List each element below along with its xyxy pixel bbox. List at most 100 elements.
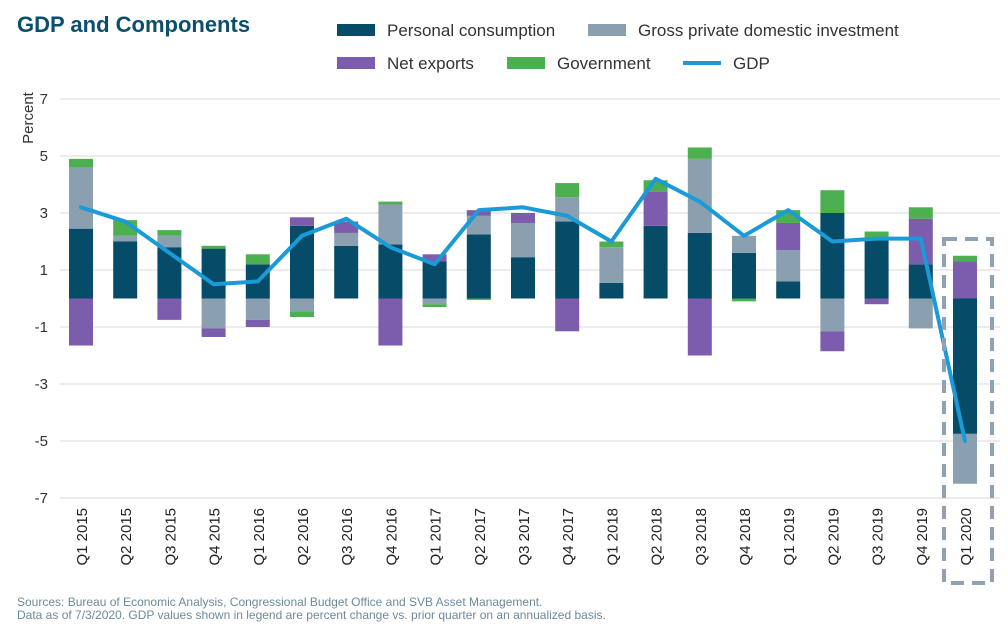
y-tick-label: -3 [35, 376, 48, 393]
gdp-line [79, 176, 967, 443]
gdp-line-layer [79, 176, 967, 443]
bar-government [687, 147, 712, 159]
bar-government [69, 158, 93, 168]
bar-gross-private-domestic-investment [245, 298, 270, 320]
bar-personal-consumption [687, 232, 712, 299]
bar-net-exports [334, 221, 359, 233]
bar-personal-consumption [422, 261, 447, 299]
bar-net-exports [687, 298, 712, 356]
x-tick-label: Q2 2017 [472, 508, 489, 566]
bar-personal-consumption [776, 281, 801, 299]
bar-government [864, 231, 889, 241]
bar-personal-consumption [643, 225, 668, 299]
bar-personal-consumption [732, 252, 756, 299]
bar-net-exports [422, 254, 447, 262]
bar-personal-consumption [69, 228, 93, 299]
x-tick-label: Q2 2019 [825, 508, 842, 566]
bar-net-exports [157, 298, 182, 320]
x-tick-label: Q3 2018 [693, 508, 710, 566]
bar-net-exports [864, 298, 889, 305]
bar-gross-private-domestic-investment [599, 247, 624, 283]
y-tick-labels: 7 5 3 1 -1 -3 -5 -7 [35, 91, 48, 507]
bar-personal-consumption [511, 257, 535, 299]
legend-swatch-government [507, 57, 545, 69]
bar-government [953, 255, 977, 262]
legend-label: Gross private domestic investment [638, 21, 899, 40]
bar-gross-private-domestic-investment [378, 204, 403, 245]
bar-government [201, 245, 226, 249]
y-tick-label: -1 [35, 319, 48, 336]
bar-gross-private-domestic-investment [776, 250, 801, 282]
legend-label: Government [557, 54, 651, 73]
bar-personal-consumption [201, 248, 226, 299]
bar-net-exports [776, 222, 801, 251]
bar-government [378, 201, 403, 205]
bar-personal-consumption [555, 221, 580, 299]
x-tick-label: Q2 2016 [295, 508, 312, 566]
bar-net-exports [69, 298, 93, 346]
bar-net-exports [290, 217, 314, 226]
x-tick-label: Q2 2015 [118, 508, 135, 566]
chart-title: GDP and Components [17, 12, 251, 37]
bar-gross-private-domestic-investment [820, 298, 845, 332]
bar-government [157, 230, 182, 236]
x-tick-label: Q4 2017 [560, 508, 577, 566]
bar-personal-consumption [599, 282, 624, 299]
bar-personal-consumption [820, 213, 845, 299]
bar-government [555, 183, 580, 198]
bar-personal-consumption [378, 244, 403, 299]
x-tick-label: Q3 2017 [516, 508, 533, 566]
bar-net-exports [511, 213, 535, 223]
bar-government [422, 304, 447, 308]
x-tick-label: Q4 2016 [383, 508, 400, 566]
bar-personal-consumption [157, 247, 182, 299]
legend-swatch-gross-private-domestic-investment [588, 24, 626, 36]
bar-government [290, 311, 314, 318]
y-tick-label: 7 [40, 91, 48, 108]
x-tick-label: Q1 2015 [74, 508, 91, 566]
x-tick-label: Q1 2017 [428, 508, 445, 566]
y-tick-label: 1 [40, 262, 48, 279]
bar-gross-private-domestic-investment [69, 167, 93, 229]
bar-personal-consumption [466, 234, 491, 299]
bar-gross-private-domestic-investment [422, 298, 447, 305]
bar-government [245, 254, 270, 265]
sources-note: Sources: Bureau of Economic Analysis, Co… [17, 596, 606, 622]
bar-government [466, 298, 491, 300]
bar-government [599, 241, 624, 248]
bar-gross-private-domestic-investment [157, 235, 182, 248]
bar-gross-private-domestic-investment [113, 235, 138, 242]
y-tick-label: -5 [35, 433, 48, 450]
bar-personal-consumption [864, 240, 889, 299]
bar-government [908, 207, 933, 219]
x-tick-labels: Q1 2015 Q2 2015 Q3 2015 Q4 2015 Q1 2016 Q2 20… [74, 508, 975, 566]
legend-swatch-net-exports [337, 57, 375, 69]
y-tick-label: 5 [40, 148, 48, 165]
bar-net-exports [555, 298, 580, 332]
bar-net-exports [643, 191, 668, 226]
x-tick-label: Q4 2015 [207, 508, 224, 566]
bar-gross-private-domestic-investment [511, 222, 535, 258]
bars [69, 147, 977, 484]
y-axis-label: Percent [20, 91, 37, 144]
legend-swatch-personal-consumption [337, 24, 375, 36]
x-tick-label: Q3 2015 [162, 508, 179, 566]
x-tick-label: Q2 2018 [649, 508, 666, 566]
highlight-box [942, 237, 994, 585]
legend-label: Net exports [387, 54, 474, 73]
bar-net-exports [378, 298, 403, 346]
bar-net-exports [953, 261, 977, 299]
bar-government [820, 190, 845, 213]
bar-net-exports [245, 319, 270, 327]
y-tick-label: -7 [35, 490, 48, 507]
sources-line: Sources: Bureau of Economic Analysis, Co… [17, 595, 543, 609]
legend-label: GDP [733, 54, 770, 73]
y-tick-label: 3 [40, 205, 48, 222]
bar-gross-private-domestic-investment [334, 232, 359, 246]
x-tick-label: Q3 2019 [870, 508, 887, 566]
bar-gross-private-domestic-investment [201, 298, 226, 329]
bar-personal-consumption [113, 241, 138, 299]
legend: Personal consumption Gross private domest… [337, 21, 899, 73]
bar-gross-private-domestic-investment [732, 235, 756, 253]
